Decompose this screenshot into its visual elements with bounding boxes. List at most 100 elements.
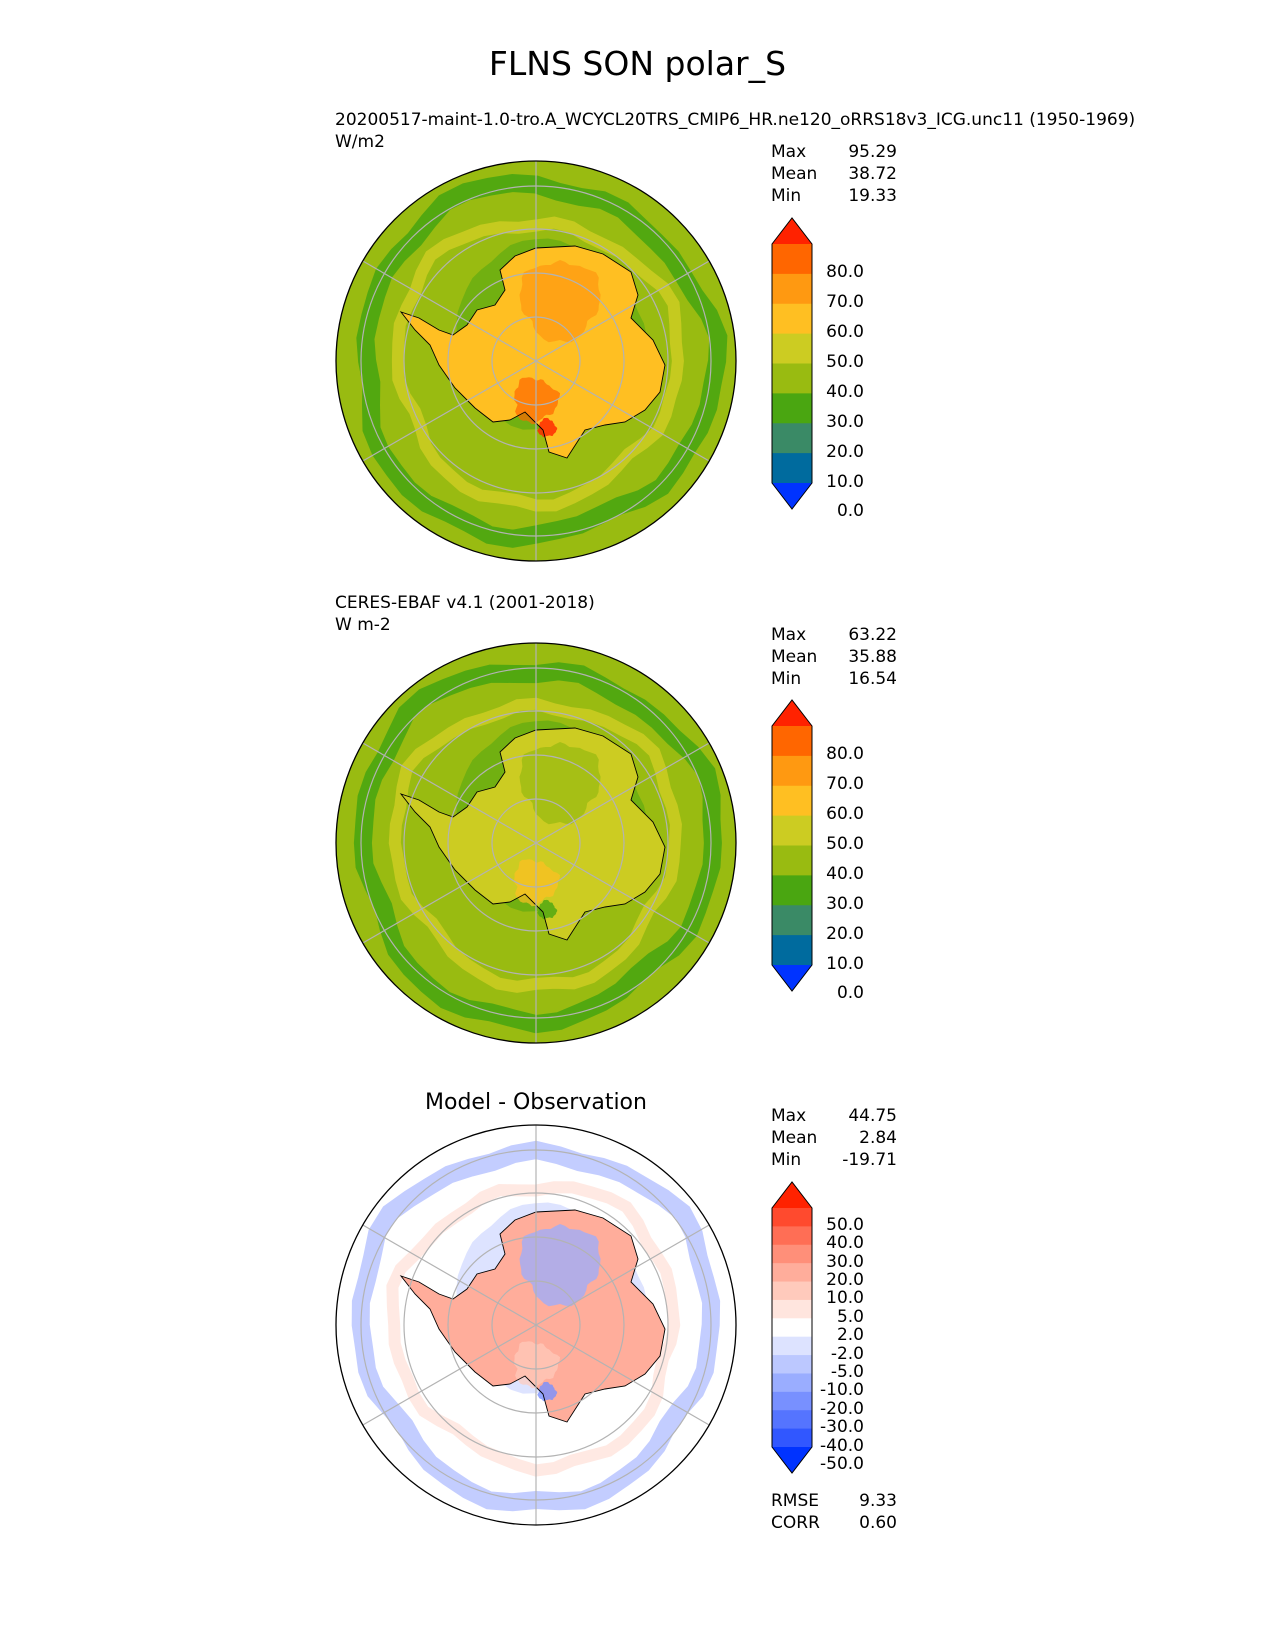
- colorbar-svg: [771, 1181, 813, 1474]
- ref-panel-dataset-name: CERES-EBAF v4.1 (2001-2018): [335, 593, 595, 613]
- colorbar-segment: [772, 333, 812, 364]
- map-boundary: [335, 642, 737, 1044]
- colorbar-segment: [772, 303, 812, 335]
- outer-band: [356, 173, 728, 548]
- colorbar-segment: [772, 363, 812, 394]
- diff-stat-corr: CORR 0.60: [771, 1513, 897, 1533]
- colorbar-tick-label: -2.0: [830, 1343, 864, 1364]
- colorbar-segment: [772, 1410, 812, 1430]
- colorbar-extend-bottom: [772, 1447, 812, 1473]
- colorbar-tick-label: -40.0: [820, 1435, 864, 1456]
- outer-band: [353, 662, 722, 1034]
- test-panel-title: 20200517-maint-1.0-tro.A_WCYCL20TRS_CMIP…: [335, 109, 1135, 153]
- colorbar-segment: [772, 244, 812, 275]
- colorbar-segment: [772, 1336, 812, 1356]
- colorbar-segment: [772, 785, 812, 817]
- colorbar-tick-label: 50.0: [826, 834, 864, 854]
- test-stats: Max 95.29 Mean 38.72 Min 19.33: [771, 141, 897, 207]
- colorbar-tick-label: 10.0: [826, 953, 864, 974]
- colorbar-outline: [771, 217, 813, 510]
- map-boundary: [335, 160, 737, 562]
- colorbar-tick-label: -5.0: [830, 1361, 864, 1382]
- colorbar-tick-label: 5.0: [836, 1306, 864, 1327]
- colorbar-segment: [772, 1355, 812, 1374]
- ice-shelf-region: [537, 899, 558, 920]
- colorbar-segment: [772, 273, 812, 305]
- colorbar-tick-label: 10.0: [826, 1288, 864, 1309]
- inner-band: [388, 697, 682, 993]
- colorbar-tick-label: -10.0: [820, 1380, 864, 1401]
- meridian-line: [535, 360, 710, 462]
- colorbar-tick-label: 40.0: [826, 381, 864, 402]
- colorbar-segment: [772, 755, 812, 787]
- colorbar-outline: [771, 699, 813, 992]
- colorbar-segment: [772, 815, 812, 846]
- colorbar-tick-label: 40.0: [826, 1233, 864, 1254]
- colorbar-tick-label: 20.0: [826, 923, 864, 944]
- highland-region: [519, 1224, 601, 1307]
- colorbar-segment: [772, 875, 812, 906]
- ref-panel-title: CERES-EBAF v4.1 (2001-2018) W m-2: [335, 592, 595, 636]
- colorbar-segment: [772, 1373, 812, 1393]
- inner-band: [386, 1181, 681, 1477]
- diff-stat-min: Min -19.71: [771, 1150, 897, 1170]
- meridian-line: [535, 260, 710, 362]
- test-stat-max: Max 95.29: [771, 142, 897, 162]
- ref-stat-mean: Mean 35.88: [771, 647, 897, 667]
- colorbar-segment: [772, 845, 812, 876]
- colorbar-extend-bottom: [772, 483, 812, 509]
- coastline: [399, 1209, 666, 1423]
- colorbar-segment: [772, 423, 812, 454]
- colorbar-tick-label: 70.0: [826, 774, 864, 795]
- colorbar-segment: [772, 1208, 812, 1227]
- colorbar-svg: [771, 699, 813, 992]
- diff-stat-rmse: RMSE 9.33: [771, 1491, 897, 1511]
- colorbar-tick-label: 20.0: [826, 441, 864, 462]
- colorbar-svg: [771, 217, 813, 510]
- ref-panel-units: W m-2: [335, 615, 391, 635]
- colorbar-segment: [772, 1299, 812, 1319]
- colorbar-tick-label: 2.0: [836, 1325, 864, 1346]
- test-colorbar: 80.0 70.0 60.0 50.0 40.0 30.0 20.0 10.0 0.0: [771, 217, 891, 520]
- meridian-line: [362, 1224, 537, 1326]
- colorbar-tick-label: 0.0: [836, 983, 864, 1004]
- inner-band: [391, 216, 684, 512]
- colorbar-tick-label: 40.0: [826, 863, 864, 884]
- meridian-line: [535, 1224, 710, 1326]
- colorbar-segment: [772, 1244, 812, 1264]
- diff-colorbar: 50.0 40.0 30.0 20.0 10.0 5.0 2.0 -2.0 -5.0 -10.0-…: [771, 1181, 891, 1474]
- diff-stat-max: Max 44.75: [771, 1106, 897, 1126]
- colorbar-segment: [772, 935, 812, 966]
- colorbar-segment: [772, 393, 812, 424]
- highland-region: [519, 742, 601, 825]
- meridian-line: [535, 1324, 710, 1426]
- colorbar-segment: [772, 726, 812, 757]
- ref-colorbar: 80.0 70.0 60.0 50.0 40.0 30.0 20.0 10.0 0.0: [771, 699, 891, 1002]
- colorbar-tick-label: 70.0: [826, 292, 864, 313]
- test-stat-min: Min 19.33: [771, 186, 897, 206]
- colorbar-tick-label: -20.0: [820, 1398, 864, 1419]
- ref-stat-max: Max 63.22: [771, 625, 897, 645]
- colorbar-outline: [771, 1181, 813, 1474]
- colorbar-tick-label: 20.0: [826, 1270, 864, 1291]
- figure-title: FLNS SON polar_S: [488, 44, 787, 83]
- colorbar-tick-label: 50.0: [826, 352, 864, 372]
- diff-polar-map: [335, 1124, 737, 1526]
- coastline: [399, 727, 666, 941]
- colorbar-segment: [772, 1226, 812, 1246]
- meridian-line: [362, 360, 537, 462]
- ice-shelf-region: [537, 1381, 558, 1402]
- test-stat-mean: Mean 38.72: [771, 164, 897, 184]
- colorbar-segment: [772, 1263, 812, 1283]
- colorbar-segment: [772, 453, 812, 484]
- graticule: [360, 1125, 712, 1525]
- diff-stats: Max 44.75 Mean 2.84 Min -19.71: [771, 1105, 897, 1171]
- colorbar-extend-bottom: [772, 965, 812, 991]
- colorbar-tick-label: 60.0: [826, 322, 864, 343]
- colorbar-segment: [772, 1318, 812, 1338]
- graticule: [360, 643, 712, 1043]
- meridian-line: [362, 1324, 537, 1426]
- meridian-line: [362, 260, 537, 362]
- ref-stat-min: Min 16.54: [771, 669, 897, 689]
- colorbar-tick-label: 0.0: [836, 501, 864, 522]
